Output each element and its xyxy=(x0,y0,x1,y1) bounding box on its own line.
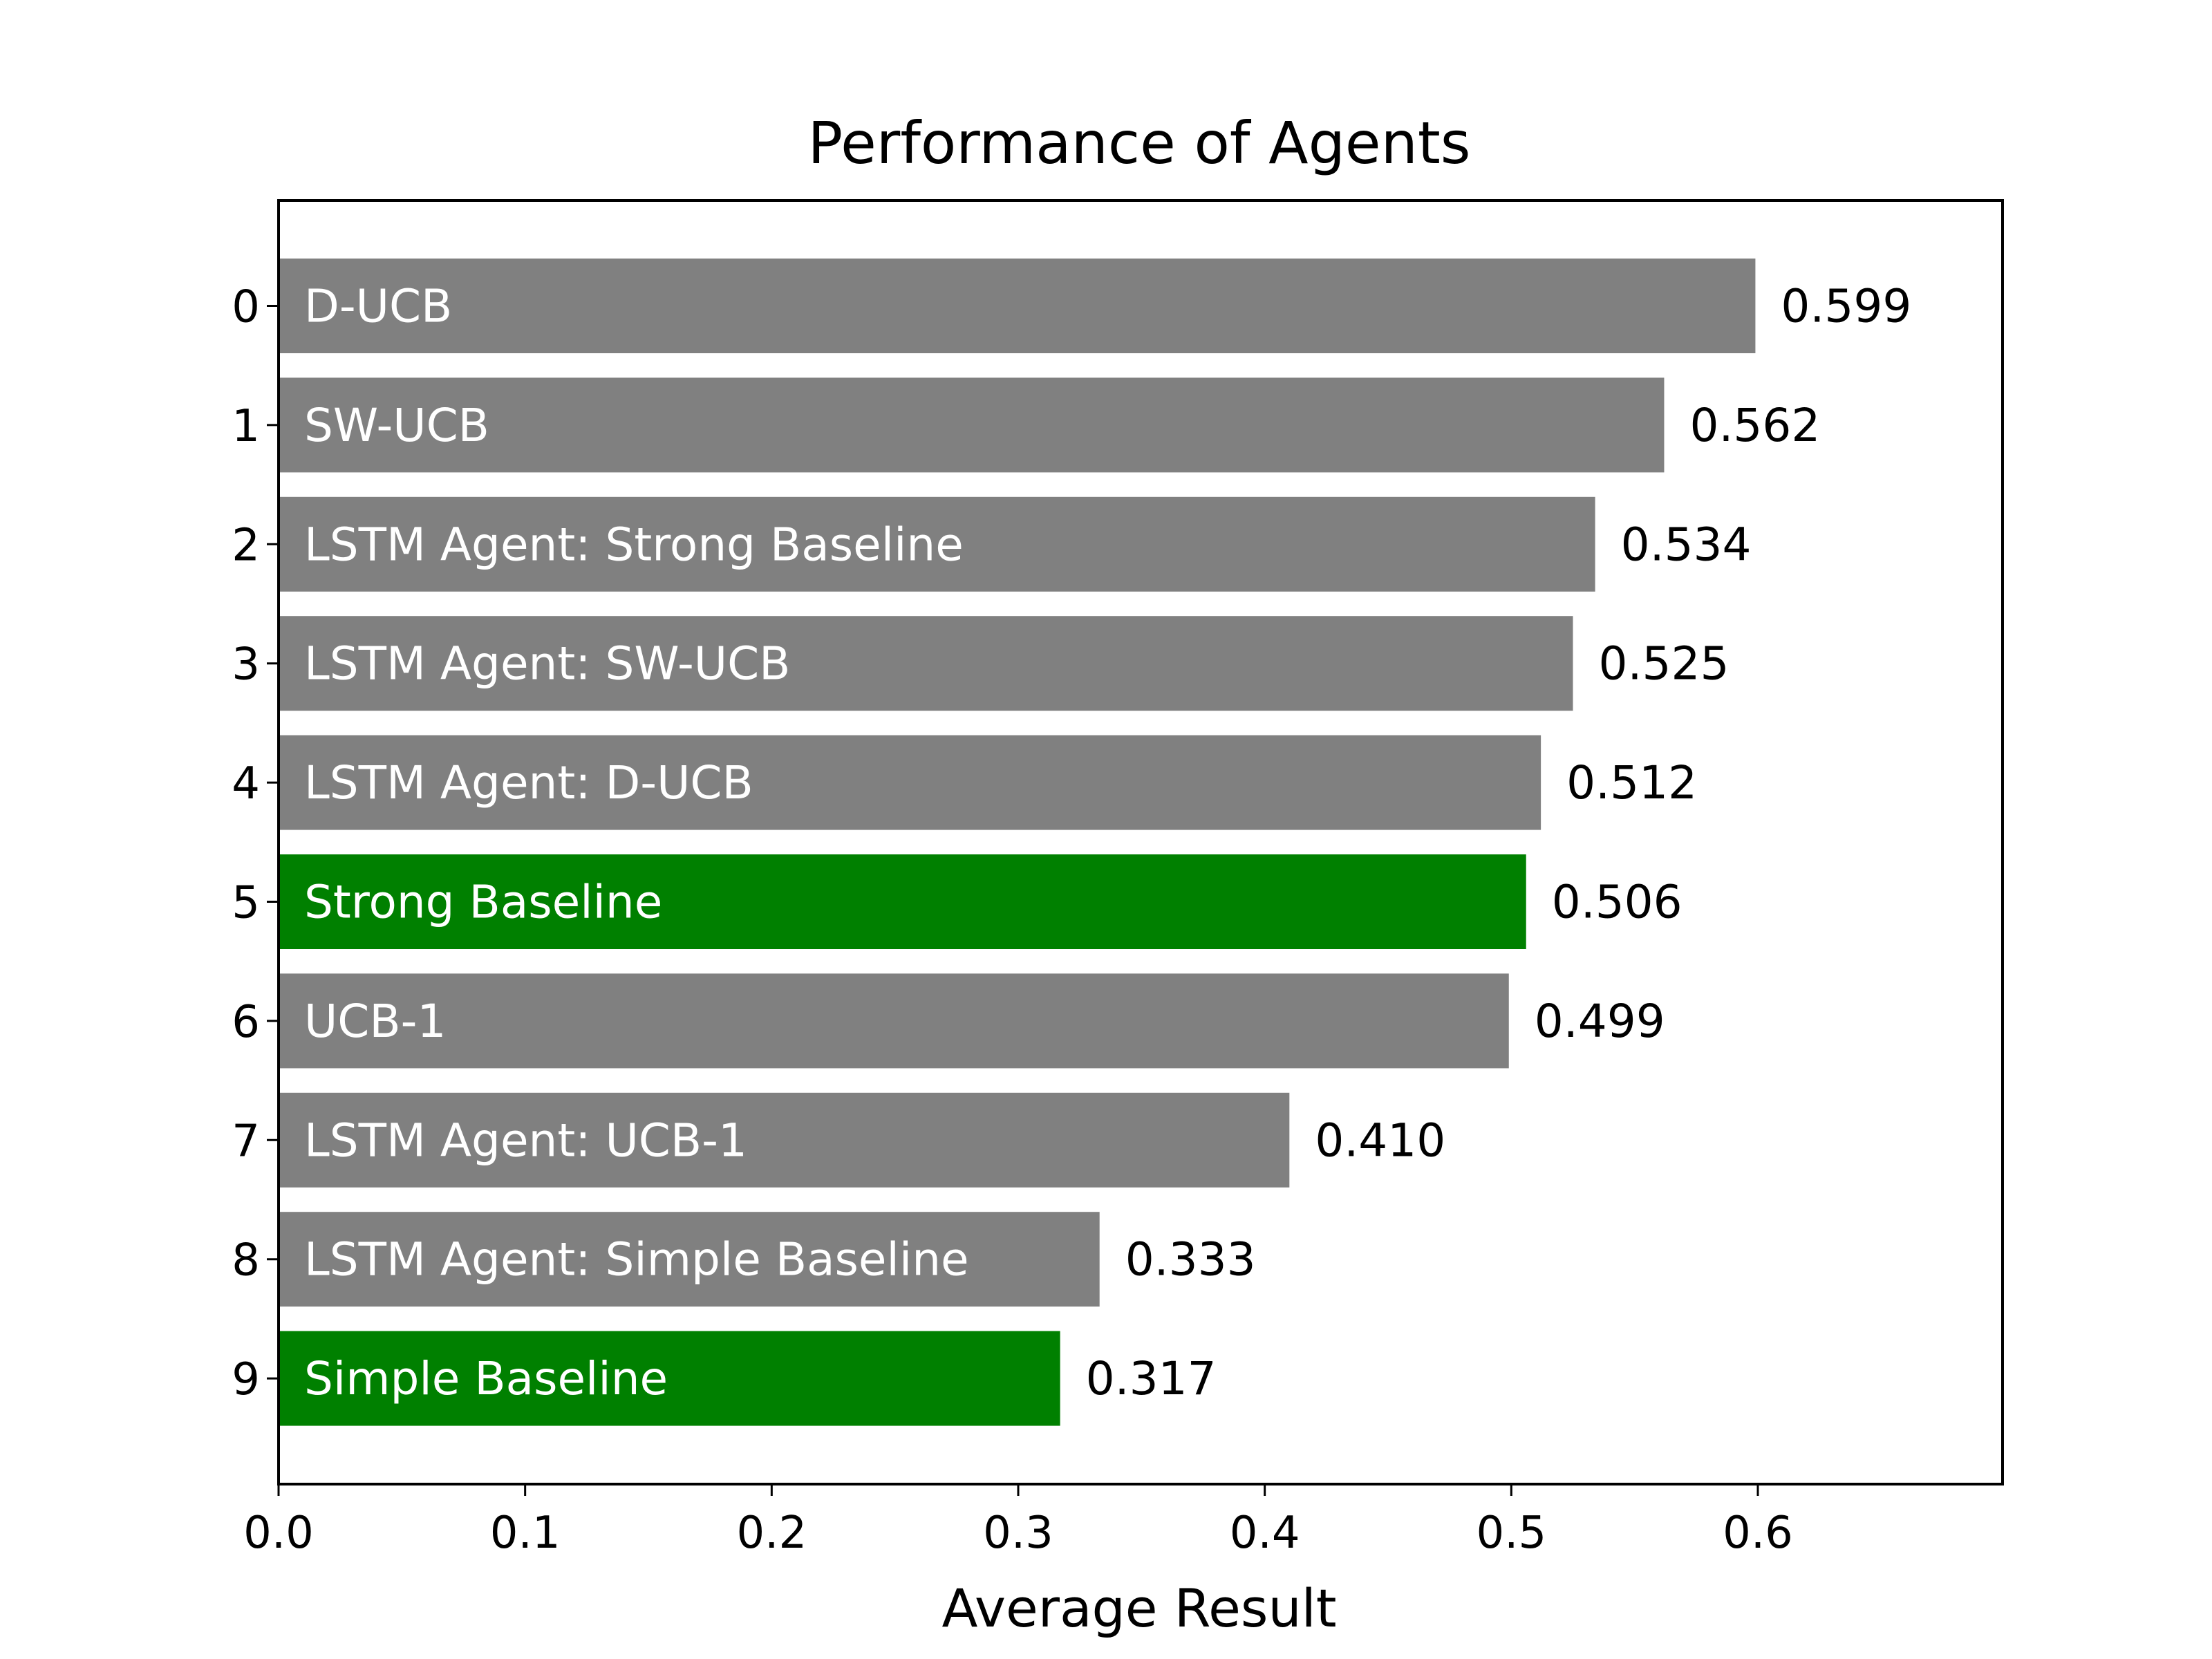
x-tick-label: 0.3 xyxy=(983,1508,1053,1559)
y-tick-label: 8 xyxy=(232,1235,260,1286)
y-tick-label: 2 xyxy=(232,520,260,571)
bar-label: LSTM Agent: SW-UCB xyxy=(304,637,790,691)
bar-label: Strong Baseline xyxy=(304,876,662,929)
x-axis-label: Average Result xyxy=(941,1577,1336,1639)
y-tick-label: 9 xyxy=(232,1354,260,1405)
bar xyxy=(279,854,1526,949)
bar-value-label: 0.525 xyxy=(1599,637,1730,691)
bars-layer: D-UCB 0.599 SW-UCB 0.562 LSTM Agent: Strong … xyxy=(279,259,1911,1426)
bar xyxy=(279,973,1509,1069)
bar xyxy=(279,496,1595,592)
y-axis: 0 1 2 3 4 5 6 7 8 9 xyxy=(232,282,279,1405)
x-tick-label: 0.0 xyxy=(243,1508,314,1559)
x-tick-label: 0.4 xyxy=(1230,1508,1300,1559)
bar-label: D-UCB xyxy=(304,280,452,333)
x-tick-label: 0.5 xyxy=(1476,1508,1546,1559)
bar xyxy=(279,1212,1100,1307)
y-tick-label: 5 xyxy=(232,878,260,929)
y-tick-label: 6 xyxy=(232,997,260,1048)
y-tick-label: 7 xyxy=(232,1116,260,1167)
bar-value-label: 0.534 xyxy=(1621,518,1752,571)
bar xyxy=(279,735,1541,830)
y-tick-label: 4 xyxy=(232,758,260,809)
bar xyxy=(279,377,1665,473)
y-tick-label: 3 xyxy=(232,639,260,691)
bar-label: LSTM Agent: D-UCB xyxy=(304,756,753,809)
bar-value-label: 0.333 xyxy=(1125,1233,1256,1286)
bar xyxy=(279,259,1756,353)
bar-value-label: 0.410 xyxy=(1315,1114,1445,1167)
bar xyxy=(279,1092,1290,1188)
bar-label: Simple Baseline xyxy=(304,1352,668,1405)
bar-value-label: 0.512 xyxy=(1566,756,1697,809)
plot-frame xyxy=(277,199,2004,1485)
bar xyxy=(279,616,1573,711)
x-axis: 0.0 0.1 0.2 0.3 0.4 0.5 0.6 xyxy=(243,1484,1793,1559)
bar-value-label: 0.317 xyxy=(1086,1352,1217,1405)
bar-value-label: 0.562 xyxy=(1689,399,1820,452)
chart-title: Performance of Agents xyxy=(807,109,1470,177)
bar-label: LSTM Agent: UCB-1 xyxy=(304,1114,747,1167)
x-tick-label: 0.6 xyxy=(1723,1508,1793,1559)
bar-label: LSTM Agent: Simple Baseline xyxy=(304,1233,969,1286)
x-tick-label: 0.1 xyxy=(490,1508,561,1559)
bar xyxy=(279,1331,1060,1426)
bar-value-label: 0.599 xyxy=(1781,280,1911,333)
bar-label: SW-UCB xyxy=(304,399,489,452)
y-tick-label: 0 xyxy=(232,282,260,333)
bar-value-label: 0.506 xyxy=(1552,876,1683,929)
bar-label: UCB-1 xyxy=(304,995,446,1048)
x-tick-label: 0.2 xyxy=(736,1508,807,1559)
bar-label: LSTM Agent: Strong Baseline xyxy=(304,518,964,571)
y-tick-label: 1 xyxy=(232,401,260,452)
bar-value-label: 0.499 xyxy=(1535,995,1665,1048)
